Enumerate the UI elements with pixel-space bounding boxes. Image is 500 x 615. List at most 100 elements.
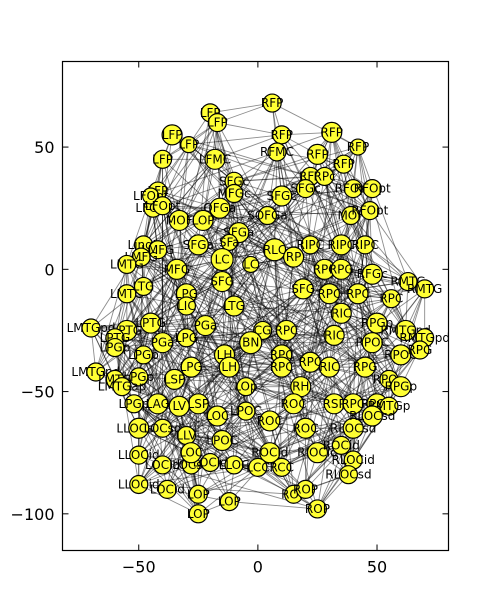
node-label: RLOCsd [349,409,395,423]
graph-edge [329,322,378,368]
graph-node: SFGc [266,185,297,207]
node-label: LPG [175,331,198,345]
node-label: RIPC [297,238,325,252]
graph-edge [245,386,271,453]
graph-edge [317,367,330,453]
graph-edge [178,159,216,221]
graph-edge [191,452,258,468]
node-label: BN [242,336,259,350]
node-marker [152,418,173,438]
node-label: MOF [166,213,193,227]
node-label: RPC [379,292,403,306]
graph-node: RCC [269,457,294,477]
node-marker [124,394,144,414]
node-marker [142,187,160,205]
graph-edge [209,386,247,463]
graph-node: LPG [180,356,203,378]
graph-edge [138,337,187,378]
graph-edge [166,366,230,490]
graph-edge [317,154,352,216]
node-label: LPGp [119,397,150,411]
graph-node: LLOCid [118,445,160,465]
node-marker [259,442,281,464]
node-marker [188,484,208,504]
graph-edge [217,415,294,495]
node-label: LOP [192,213,215,227]
graph-edge [126,159,216,331]
node-label: RFOpt [354,182,391,196]
node-marker [306,143,329,166]
graph-edge [293,188,306,258]
node-marker [207,113,227,133]
graph-edge [162,403,294,429]
graph-node: LMTG [110,254,144,275]
y-axis: −100 −50 0 50 [11,138,449,524]
graph-edge [324,269,402,356]
node-label: RPC [317,287,341,301]
graph-edge [333,354,402,405]
graph-edge [302,164,345,290]
graph-edge [286,269,325,331]
graph-edge [293,256,330,368]
node-label: RIOCid [297,446,338,460]
graph-node: RPOC [356,332,389,354]
graph-edge [126,264,211,463]
graph-node: LPGp [119,394,150,414]
node-marker [342,393,364,415]
graph-node: RPC [270,356,294,378]
graph-node: LIC [176,296,197,316]
graph-edge [333,298,392,336]
node-marker [415,279,435,299]
node-marker [361,405,383,427]
graph-edge [324,188,373,270]
node-marker [390,376,412,398]
node-label: SFG [291,282,315,296]
node-marker [129,445,149,465]
node-marker [262,93,282,113]
graph-edge [340,210,371,270]
graph-node: MOF [166,209,193,232]
graph-edge [352,405,390,461]
graph-edge [250,322,378,344]
graph-node: LAG [146,393,170,415]
node-marker [242,255,260,274]
node-label: LC [215,253,230,267]
graph-node: RIC [330,302,352,324]
node-label: SFa [219,235,240,249]
graph-edge [178,122,218,221]
node-marker [163,368,186,390]
graph-edge [228,249,275,368]
node-label: RPc [314,169,336,183]
y-tick-label: −50 [21,383,55,402]
graph-node: LLOC [219,455,249,475]
node-marker [271,185,293,207]
graph-node: LPGp [99,337,130,358]
graph-edge [198,466,282,495]
node-marker [176,296,197,316]
graph-edge [269,367,283,453]
graph-edge [157,112,211,192]
node-label: RPOC [356,336,389,350]
graph-edge [157,249,366,368]
graph-node: RPC [317,283,341,305]
node-marker [200,452,220,473]
node-label: LFP [162,128,183,142]
node-label: MFG [164,262,191,276]
graph-node: RPOC [384,344,418,366]
graph-edge [281,366,330,468]
graph-node: RFOpt [335,179,372,199]
graph-edge [219,207,311,246]
graph-edge [281,195,351,216]
graph-edge [162,464,199,515]
node-label: LFP [207,116,228,130]
node-label: RMTG [407,282,442,296]
node-label: LMTGpd [67,321,116,335]
graph-edge [114,337,282,368]
graph-edge [209,403,294,463]
graph-edge [233,146,359,182]
graph-edge [186,420,270,437]
graph-edge [229,366,294,405]
node-label: OFGa [203,201,236,215]
graph-edge [305,362,311,429]
graph-edge [157,190,220,209]
